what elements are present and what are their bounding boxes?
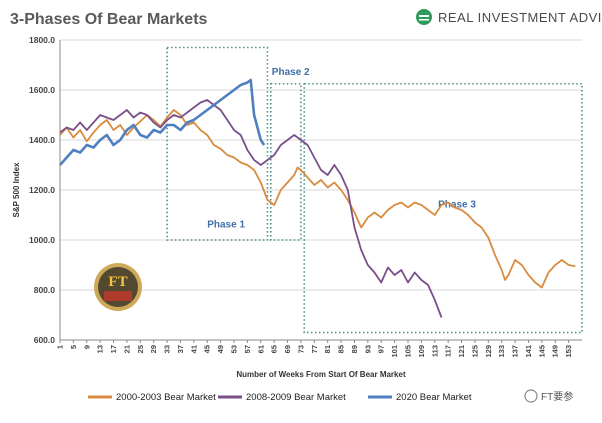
- series-lines: [59, 78, 576, 318]
- phase-box-3: [303, 82, 583, 334]
- x-tick-label: 145: [537, 345, 546, 358]
- y-tick-label: 1800.0: [29, 35, 55, 45]
- x-tick-label: 109: [417, 345, 426, 358]
- ft-watermark-logo: FT: [94, 263, 142, 311]
- brand-logo: REAL INVESTMENT ADVICE: [416, 9, 602, 25]
- x-axis-ticks: 1 5 9 13 17 21 25 29 33 37 41 45 49 53 57 61 65 69 73 77 81 8…: [56, 340, 573, 358]
- y-axis-label: S&P 500 Index: [12, 162, 21, 218]
- ft-logo-text: FT: [108, 274, 127, 290]
- chart-title: 3-Phases Of Bear Markets: [10, 11, 208, 28]
- x-axis-label: Number of Weeks From Start Of Bear Marke…: [236, 370, 406, 379]
- x-tick-label: 69: [283, 345, 292, 353]
- phase-box-1: [166, 46, 269, 241]
- brand-logo-mark-2: [419, 19, 429, 21]
- y-tick-label: 1000.0: [29, 235, 55, 245]
- x-tick-label: 61: [256, 345, 265, 353]
- ft-logo-band: [104, 291, 132, 301]
- y-tick-label: 1600.0: [29, 85, 55, 95]
- y-tick-label: 800.0: [34, 285, 56, 295]
- x-tick-label: 153: [564, 345, 573, 358]
- x-tick-label: 93: [363, 345, 372, 353]
- x-tick-label: 65: [270, 345, 279, 353]
- x-tick-label: 29: [149, 345, 158, 353]
- x-tick-label: 97: [377, 345, 386, 353]
- x-tick-label: 125: [470, 345, 479, 358]
- x-tick-label: 53: [230, 345, 239, 353]
- x-tick-label: 133: [497, 345, 506, 358]
- x-tick-label: 81: [323, 345, 332, 353]
- phase-label-3: Phase 3: [438, 200, 476, 211]
- x-tick-label: 113: [430, 345, 439, 357]
- x-tick-label: 5: [69, 345, 78, 349]
- x-tick-label: 149: [551, 345, 560, 358]
- x-tick-label: 89: [350, 345, 359, 353]
- x-tick-label: 25: [136, 345, 145, 353]
- x-tick-label: 37: [176, 345, 185, 353]
- x-tick-label: 101: [390, 345, 399, 358]
- x-tick-label: 57: [243, 345, 252, 353]
- x-tick-label: 21: [122, 345, 131, 353]
- brand-name: REAL INVESTMENT ADVICE: [438, 10, 602, 25]
- x-tick-label: 129: [484, 345, 493, 358]
- x-tick-label: 121: [457, 345, 466, 358]
- y-tick-label: 600.0: [34, 335, 56, 345]
- x-tick-label: 41: [189, 345, 198, 353]
- phase-label-1: Phase 1: [207, 220, 245, 231]
- x-tick-label: 137: [511, 345, 520, 358]
- x-tick-label: 9: [82, 345, 91, 349]
- legend-label-1: 2000-2003 Bear Market: [116, 392, 216, 403]
- x-tick-label: 141: [524, 345, 533, 358]
- legend-label-2: 2008-2009 Bear Market: [246, 392, 346, 403]
- x-tick-label: 33: [163, 345, 172, 353]
- watermark-text: FT要参: [541, 390, 573, 403]
- x-tick-label: 77: [310, 345, 319, 353]
- x-tick-label: 73: [296, 345, 305, 353]
- y-axis-ticks: 600.0 800.0 1000.0 1200.0 1400.0 1600.0 1800.0: [29, 35, 55, 345]
- y-tick-label: 1400.0: [29, 135, 55, 145]
- phase-boxes: Phase 1 Phase 2 Phase 3: [166, 46, 583, 334]
- x-tick-label: 105: [404, 345, 413, 358]
- phase-box-2: [270, 82, 302, 241]
- x-tick-label: 1: [56, 345, 65, 349]
- x-tick-label: 117: [444, 345, 453, 357]
- x-tick-label: 45: [203, 345, 212, 353]
- brand-logo-mark: [419, 15, 429, 17]
- x-tick-label: 13: [96, 345, 105, 353]
- legend: 2000-2003 Bear Market 2008-2009 Bear Mark…: [88, 392, 472, 403]
- phase-label-2: Phase 2: [272, 67, 310, 78]
- x-tick-label: 85: [337, 345, 346, 353]
- x-tick-label: 49: [216, 345, 225, 353]
- legend-label-3: 2020 Bear Market: [396, 392, 472, 403]
- wechat-icon: [524, 389, 538, 403]
- y-tick-label: 1200.0: [29, 185, 55, 195]
- wechat-watermark: FT要参: [524, 389, 573, 403]
- series-line-3: [59, 78, 266, 166]
- series-line-2: [59, 99, 443, 318]
- x-tick-label: 17: [109, 345, 118, 353]
